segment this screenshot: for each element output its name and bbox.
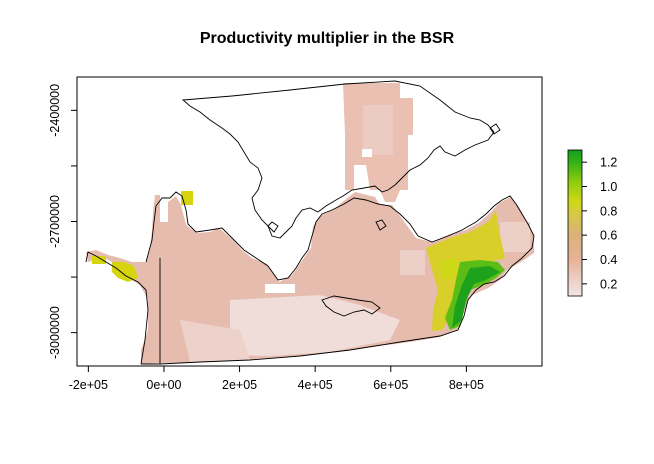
legend-tick-label: 1.2: [600, 156, 617, 170]
raster-main-basin: [86, 192, 534, 364]
coastline-lake: [375, 219, 387, 231]
raster-light-center: [230, 295, 400, 356]
raster-hole-2: [362, 149, 372, 157]
raster-hole-1: [265, 284, 295, 293]
x-tick-label: 4e+05: [298, 378, 333, 392]
raster-north-light: [363, 105, 393, 155]
coastline-layer: [85, 80, 535, 365]
y-tick-label: -3000000: [48, 306, 62, 359]
coastline-north: [181, 80, 495, 239]
y-tick-label: -2400000: [48, 84, 62, 137]
map-title: Productivity multiplier in the BSR: [199, 30, 455, 47]
legend-color-bar: [567, 149, 583, 297]
x-tick-label: 2e+05: [222, 378, 257, 392]
raster-light-south: [180, 320, 250, 362]
x-axis: -2e+05 0e+00 2e+05 4e+05 6e+05 8e+05: [69, 365, 484, 392]
raster-yellow-patches: [440, 258, 460, 280]
coastline-island-small-1: [267, 221, 279, 233]
legend-tick-label: 0.6: [600, 229, 617, 243]
raster-green-dark: [452, 266, 500, 328]
raster-yellow-west: [112, 262, 138, 282]
coastline-island-gotland: [321, 295, 381, 317]
legend-tick-label: 0.4: [600, 253, 617, 267]
legend-tick-label: 0.2: [600, 277, 617, 291]
y-tick-label: -2700000: [48, 195, 62, 248]
raster-light-northeast: [400, 250, 425, 275]
legend-tick-label: 0.8: [600, 204, 617, 218]
legend-ticks: 1.2 1.0 0.8 0.6 0.4 0.2: [582, 156, 617, 291]
y-axis: -2400000 -2700000 -3000000: [48, 84, 78, 359]
x-tick-label: -2e+05: [69, 378, 108, 392]
x-tick-label: 6e+05: [373, 378, 408, 392]
raster-layer: [86, 83, 534, 364]
x-tick-label: 8e+05: [449, 378, 484, 392]
coastline-main-basin: [85, 191, 535, 365]
legend-tick-label: 1.0: [600, 180, 617, 194]
coastline-island-small-2: [489, 123, 501, 135]
raster-yellow-west-small: [92, 256, 106, 264]
x-tick-label: 0e+00: [146, 378, 181, 392]
color-legend: 1.2 1.0 0.8 0.6 0.4 0.2: [567, 149, 617, 297]
raster-light-east: [500, 222, 530, 252]
